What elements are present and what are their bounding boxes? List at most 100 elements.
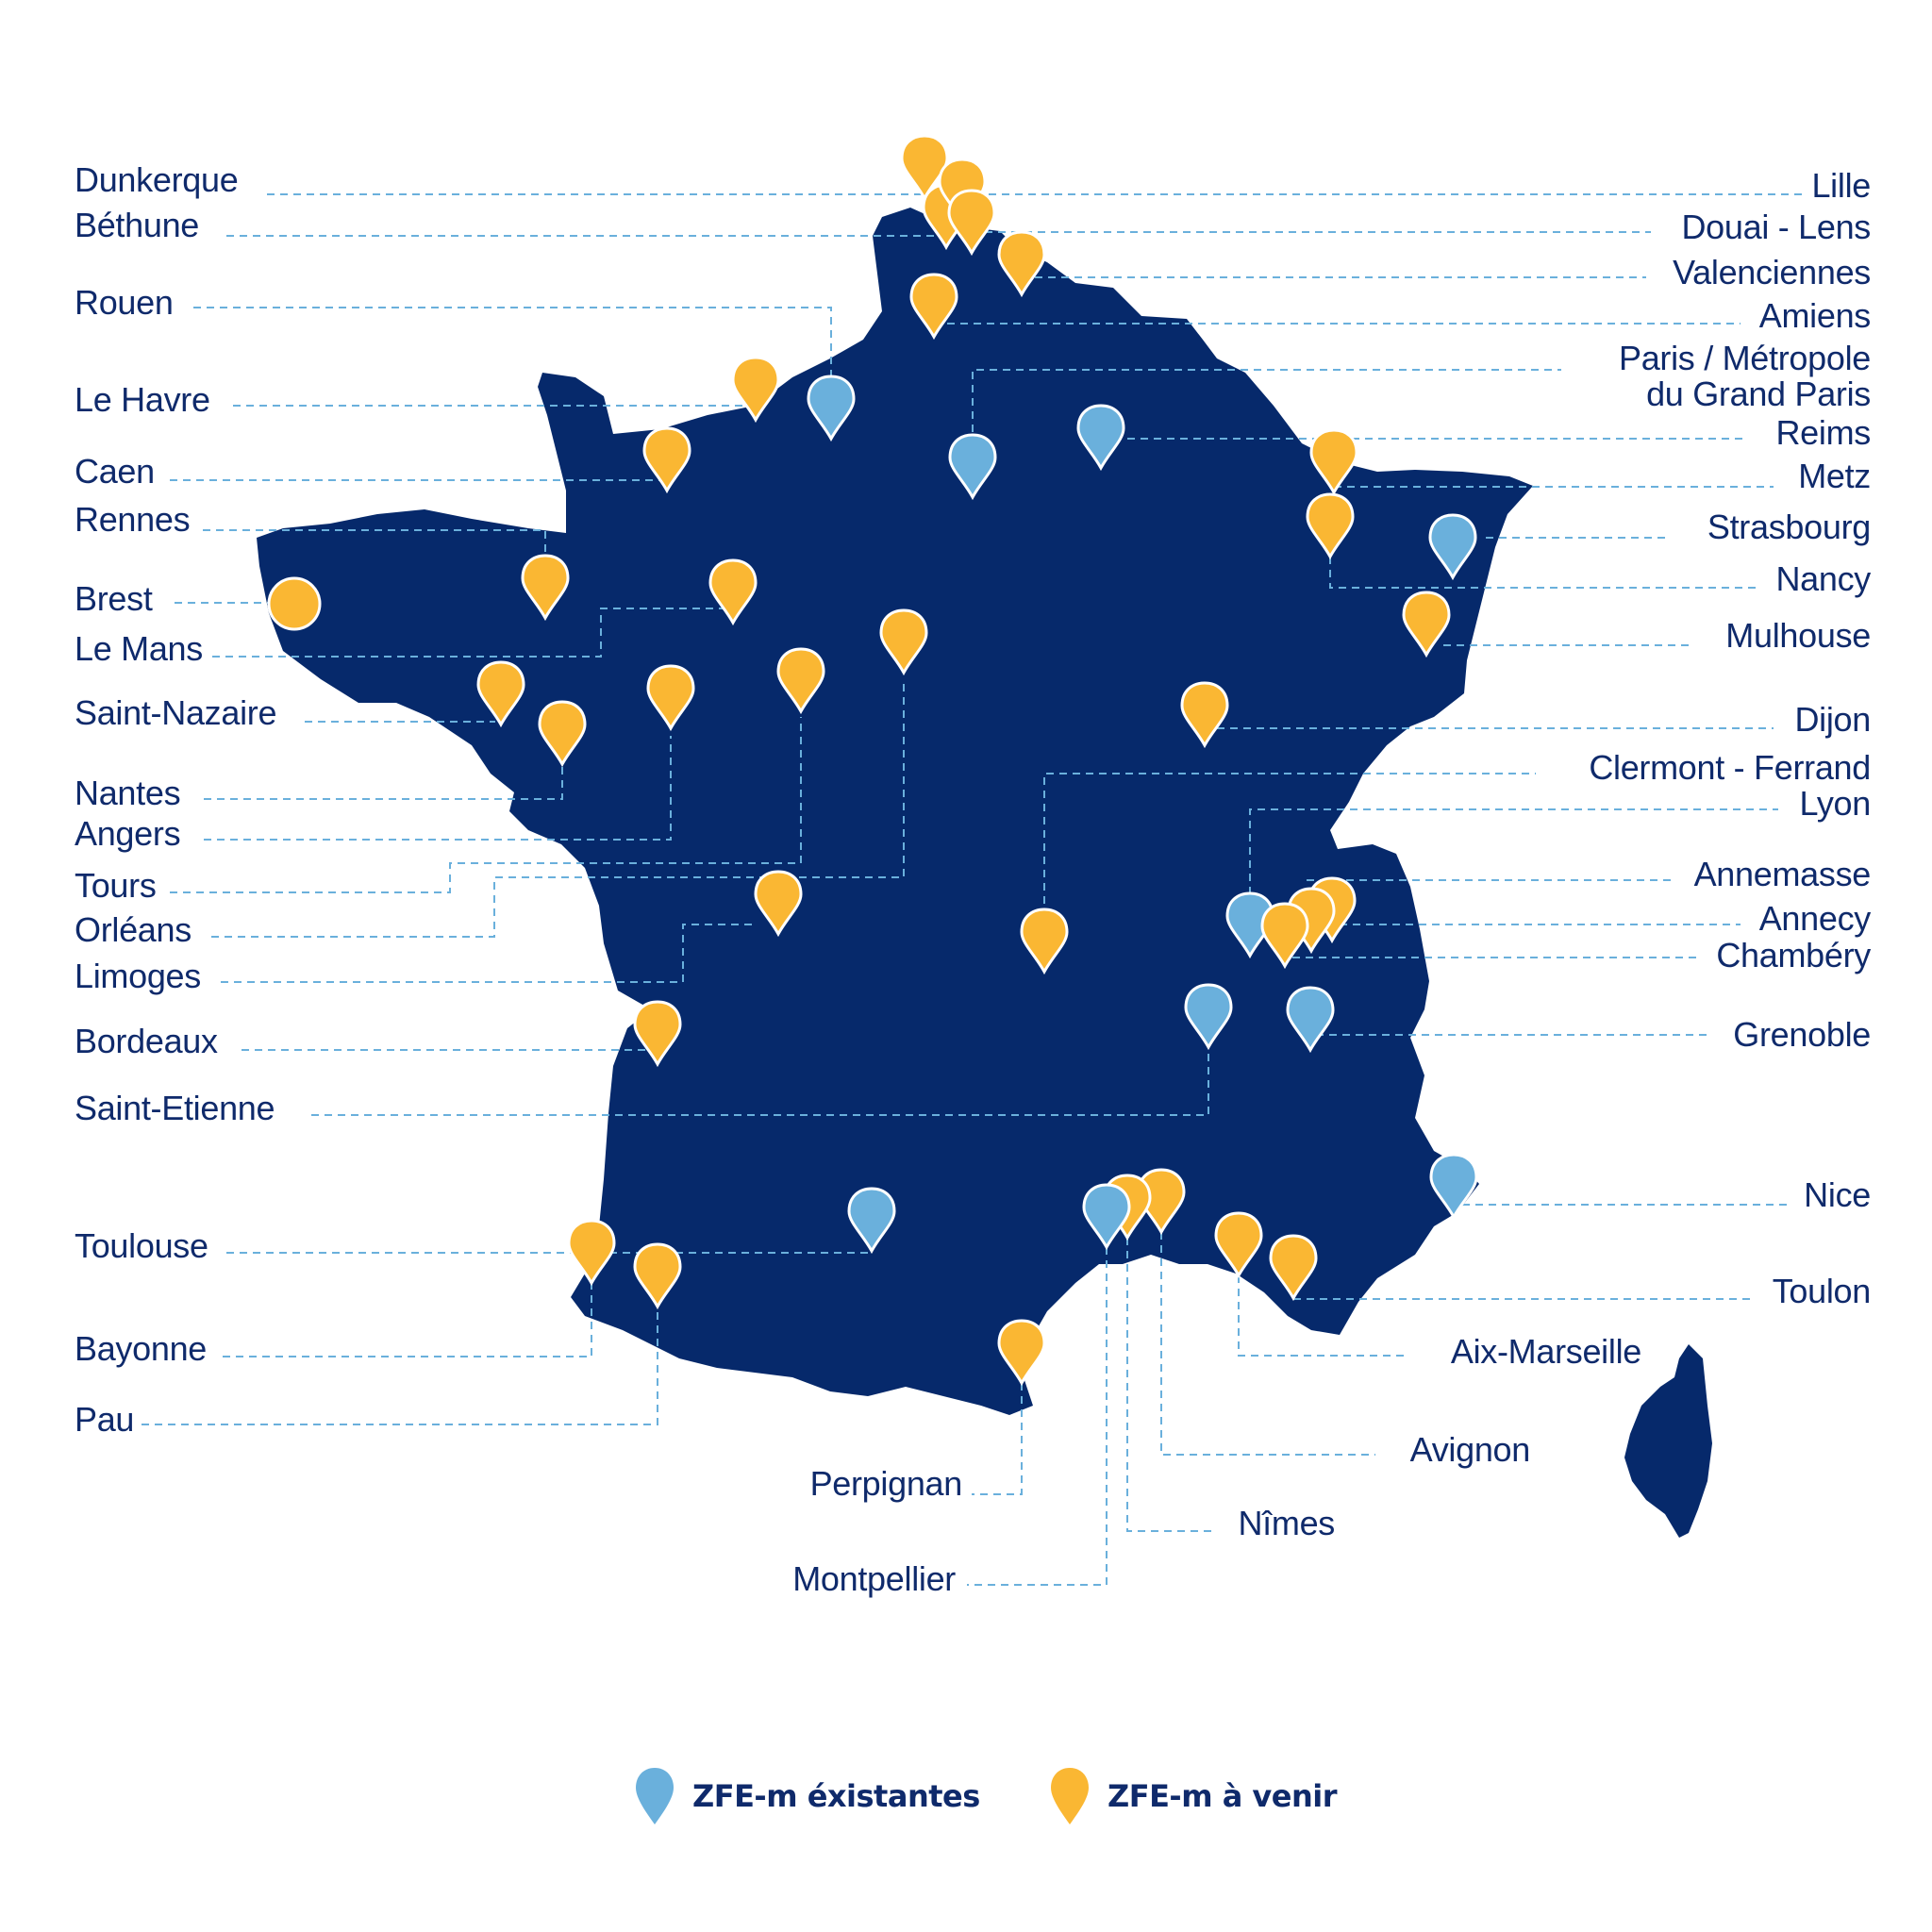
city-label: Valenciennes [1673, 253, 1871, 291]
pin-upcoming-icon[interactable] [1309, 428, 1358, 496]
pin-existing-icon[interactable] [1076, 404, 1125, 472]
pin-upcoming-icon[interactable] [538, 700, 587, 768]
pin-upcoming-icon[interactable] [997, 230, 1046, 298]
pin-existing-icon[interactable] [1184, 983, 1233, 1051]
pin-upcoming-icon[interactable] [521, 554, 570, 622]
leader-line [1329, 557, 1759, 589]
pin-upcoming-icon[interactable] [708, 558, 758, 626]
city-label: Caen [75, 452, 155, 491]
city-label: Toulon [1772, 1272, 1872, 1310]
city-label: Rennes [75, 500, 191, 539]
leader-line [311, 1047, 1209, 1116]
pin-upcoming-icon[interactable] [646, 664, 695, 732]
city-label: Nancy [1775, 559, 1871, 598]
city-label: Metz [1798, 457, 1871, 495]
leader-line [1238, 1275, 1406, 1357]
legend-existing-label: ZFE-m éxistantes [692, 1778, 980, 1814]
pin-existing-icon[interactable] [1428, 513, 1477, 581]
leader-line [972, 1383, 1023, 1495]
city-label: Toulouse [75, 1226, 208, 1265]
leader-line [170, 717, 802, 893]
city-label: Lyon [1799, 784, 1871, 823]
pin-existing-icon [636, 1768, 674, 1824]
france-mainland [257, 208, 1533, 1415]
city-label: Béthune [75, 206, 200, 244]
legend-upcoming-label: ZFE-m à venir [1108, 1778, 1338, 1814]
pin-existing-icon[interactable] [1286, 986, 1335, 1054]
pin-upcoming-icon[interactable] [267, 576, 322, 631]
leader-line [212, 608, 733, 658]
city-label: Nîmes [1238, 1504, 1335, 1542]
city-label: Strasbourg [1707, 508, 1871, 546]
pin-upcoming-icon[interactable] [1180, 681, 1229, 749]
city-label: Annecy [1758, 899, 1872, 938]
leader-line [223, 1283, 592, 1357]
city-label: Angers [75, 814, 181, 853]
city-label: Le Mans [75, 629, 203, 668]
city-label: Rouen [75, 283, 174, 322]
city-label: Brest [75, 579, 153, 618]
leader-line [204, 736, 672, 841]
city-label: Reims [1775, 413, 1871, 452]
city-label: Orléans [75, 910, 192, 949]
leader-line [193, 307, 832, 415]
leader-line [1043, 773, 1536, 943]
city-label: Chambéry [1716, 936, 1871, 974]
pin-existing-icon[interactable] [847, 1187, 896, 1255]
pin-upcoming-icon[interactable] [567, 1219, 616, 1287]
pin-upcoming-icon[interactable] [1020, 908, 1069, 975]
city-label: Clermont - Ferrand [1589, 748, 1871, 787]
pin-upcoming-icon[interactable] [1214, 1211, 1263, 1279]
pin-upcoming-icon[interactable] [476, 660, 525, 728]
leader-line [142, 1311, 658, 1425]
city-label: Saint-Etienne [75, 1089, 275, 1127]
leader-line [221, 924, 755, 983]
pins [267, 134, 1478, 1387]
pin-upcoming-icon[interactable] [754, 870, 803, 938]
city-label: Lille [1811, 166, 1871, 205]
city-label: Douai - Lens [1681, 208, 1871, 246]
city-label: Bayonne [75, 1329, 208, 1368]
legend-upcoming: ZFE-m à venir [1049, 1766, 1338, 1826]
leader-line [211, 679, 905, 938]
city-label: Grenoble [1733, 1015, 1871, 1054]
city-label: Paris / Métropole du Grand Paris [1618, 339, 1871, 413]
pin-existing-icon[interactable] [807, 375, 856, 442]
city-label: Mulhouse [1725, 616, 1871, 655]
pin-upcoming-icon[interactable] [731, 356, 780, 424]
city-label: Dunkerque [75, 160, 239, 199]
pin-upcoming-icon[interactable] [1306, 492, 1355, 560]
city-label: Montpellier [792, 1559, 956, 1598]
city-label: Pau [75, 1400, 135, 1439]
pin-upcoming-icon[interactable] [1269, 1234, 1318, 1302]
pin-existing-icon[interactable] [1082, 1183, 1131, 1251]
pin-upcoming-icon[interactable] [1260, 902, 1309, 970]
city-label: Perpignan [809, 1464, 963, 1503]
city-label: Saint-Nazaire [75, 693, 277, 732]
pin-upcoming-icon[interactable] [997, 1319, 1046, 1387]
pin-upcoming-icon[interactable] [633, 1242, 682, 1310]
pin-upcoming-icon[interactable] [642, 426, 691, 494]
city-label: Bordeaux [75, 1022, 218, 1060]
city-label: Nice [1804, 1175, 1871, 1214]
leader-line [1126, 1238, 1214, 1532]
corsica [1624, 1344, 1712, 1538]
pin-upcoming-icon [1051, 1768, 1089, 1824]
city-label: Annemasse [1693, 855, 1872, 893]
city-label: Le Havre [75, 380, 210, 419]
pin-upcoming-icon[interactable] [909, 273, 958, 341]
pin-existing-icon[interactable] [948, 433, 997, 501]
leader-line [204, 764, 563, 800]
pin-upcoming-icon[interactable] [879, 608, 928, 676]
pin-existing-icon[interactable] [1429, 1153, 1478, 1221]
city-label: Nantes [75, 774, 181, 812]
city-label: Amiens [1758, 296, 1872, 335]
pin-upcoming-icon[interactable] [947, 189, 996, 257]
pin-upcoming-icon[interactable] [633, 1000, 682, 1068]
city-label: Aix-Marseille [1450, 1332, 1641, 1371]
pin-upcoming-icon[interactable] [1402, 591, 1451, 658]
city-label: Dijon [1794, 700, 1871, 739]
pin-upcoming-icon[interactable] [776, 647, 825, 715]
city-label: Avignon [1409, 1430, 1531, 1469]
